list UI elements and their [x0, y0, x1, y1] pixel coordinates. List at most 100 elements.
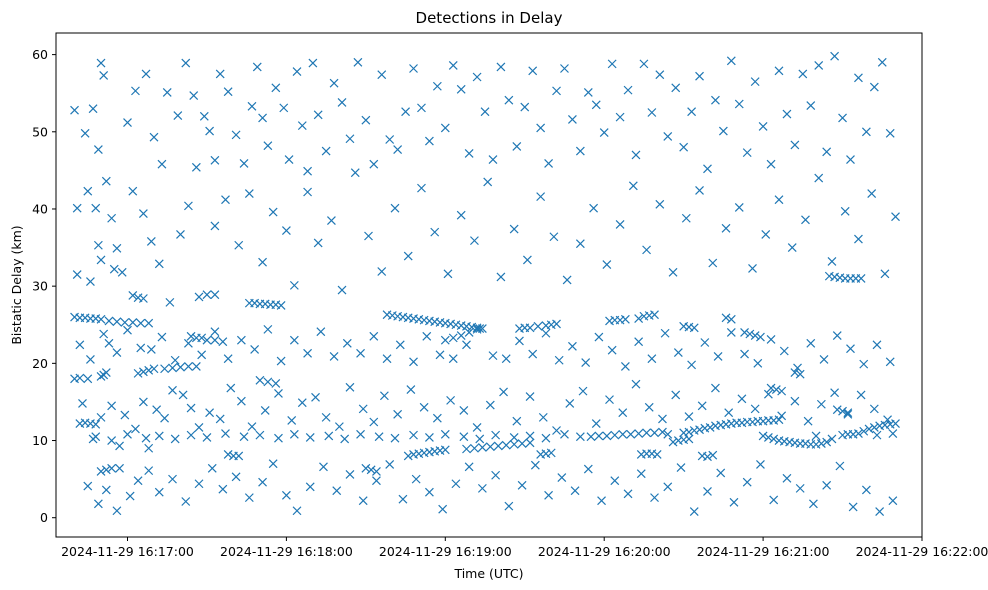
data-point	[303, 166, 313, 176]
data-point	[263, 324, 273, 334]
data-point	[615, 112, 625, 122]
data-point	[628, 181, 638, 191]
data-point	[774, 66, 784, 76]
data-point	[854, 234, 863, 244]
data-point	[417, 103, 426, 113]
data-point	[183, 201, 193, 211]
data-point	[663, 429, 673, 439]
data-point	[499, 387, 508, 397]
data-point	[361, 115, 371, 125]
data-point	[141, 69, 151, 79]
data-point	[742, 477, 752, 487]
data-point	[297, 398, 307, 408]
data-point	[470, 443, 479, 453]
data-point	[734, 99, 744, 109]
data-point	[885, 357, 895, 367]
data-point	[848, 502, 858, 512]
data-point	[133, 476, 143, 486]
data-point	[602, 260, 612, 269]
data-point	[258, 113, 267, 123]
data-point	[176, 230, 185, 239]
data-point	[107, 401, 117, 411]
data-point	[377, 267, 387, 276]
data-point	[750, 331, 760, 340]
data-point	[334, 422, 344, 432]
data-point	[274, 433, 283, 443]
data-point	[483, 177, 493, 187]
data-point	[782, 109, 792, 119]
data-point	[575, 432, 585, 442]
data-point	[247, 422, 257, 432]
data-point	[846, 344, 855, 354]
data-point	[838, 406, 847, 416]
data-point	[86, 355, 95, 364]
data-point	[859, 426, 869, 436]
data-point	[236, 396, 246, 406]
data-point	[210, 290, 220, 300]
data-point	[695, 425, 704, 435]
data-point	[86, 277, 95, 286]
data-point	[832, 405, 842, 415]
data-point	[724, 408, 734, 418]
data-point	[168, 385, 177, 395]
data-point	[816, 399, 826, 409]
data-point	[369, 159, 379, 169]
data-point	[822, 147, 832, 157]
data-point	[684, 427, 694, 437]
data-point	[157, 159, 167, 169]
data-point	[618, 429, 628, 439]
data-point	[552, 319, 561, 329]
data-point	[409, 64, 418, 73]
y-tick-label: 60	[32, 47, 48, 62]
data-point	[138, 294, 148, 303]
data-point	[101, 176, 111, 186]
data-point	[861, 127, 871, 137]
data-point	[260, 405, 270, 415]
data-point	[377, 70, 387, 80]
data-point	[528, 66, 538, 76]
data-point	[888, 496, 898, 506]
data-point	[827, 434, 837, 444]
data-point	[337, 285, 347, 295]
x-tick-label: 2024-11-29 16:21:00	[697, 544, 830, 559]
data-point	[745, 329, 755, 339]
data-point	[509, 439, 519, 449]
data-point	[472, 72, 482, 82]
data-point	[112, 506, 122, 516]
data-point	[552, 426, 561, 435]
data-point	[170, 434, 180, 444]
x-axis-label: Time (UTC)	[453, 566, 523, 581]
data-point	[475, 434, 485, 444]
data-point	[138, 367, 148, 377]
data-point	[567, 115, 577, 124]
data-point	[96, 58, 106, 68]
data-point	[575, 146, 585, 156]
data-point	[803, 416, 813, 426]
data-point	[758, 121, 768, 131]
data-point	[149, 364, 159, 374]
data-point	[379, 391, 389, 401]
data-point	[567, 341, 577, 351]
data-point	[795, 369, 805, 379]
plot-area-frame	[55, 32, 923, 538]
data-point	[424, 487, 434, 497]
data-point	[634, 314, 644, 323]
data-point	[274, 389, 283, 398]
data-point	[120, 410, 130, 420]
data-point	[75, 373, 85, 383]
data-point	[406, 385, 416, 395]
data-point	[462, 444, 471, 454]
data-point	[160, 364, 170, 374]
data-point	[459, 405, 469, 415]
data-point	[223, 449, 233, 459]
data-point	[718, 126, 728, 136]
data-point	[875, 507, 885, 516]
data-point	[525, 392, 535, 401]
data-point	[485, 442, 495, 452]
data-point	[867, 189, 877, 198]
data-point	[123, 118, 132, 127]
data-point	[440, 123, 450, 133]
data-point	[544, 159, 554, 168]
data-point	[766, 159, 776, 169]
data-point	[165, 297, 175, 307]
